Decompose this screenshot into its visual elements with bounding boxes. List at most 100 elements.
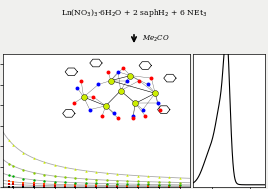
Point xyxy=(177,183,182,186)
Point xyxy=(105,182,109,185)
Point xyxy=(125,185,130,188)
Point xyxy=(116,70,120,73)
Point xyxy=(115,173,119,176)
Point xyxy=(32,182,36,185)
Point xyxy=(21,151,26,154)
Point xyxy=(109,79,113,82)
Point xyxy=(7,183,11,186)
Point xyxy=(42,173,46,176)
Point xyxy=(146,183,150,186)
Point xyxy=(125,185,130,188)
Point xyxy=(32,184,36,187)
Point xyxy=(11,175,15,178)
Point xyxy=(146,185,150,188)
Point xyxy=(73,168,78,171)
Point xyxy=(105,185,109,188)
Point xyxy=(115,179,119,182)
Point xyxy=(105,185,109,188)
Point xyxy=(153,92,157,95)
Point xyxy=(94,185,98,188)
Point xyxy=(137,79,141,82)
Point xyxy=(72,102,76,105)
Point xyxy=(63,176,67,179)
Point xyxy=(157,175,161,178)
Point xyxy=(21,181,26,184)
Point xyxy=(63,185,67,188)
Point xyxy=(105,172,109,175)
Point xyxy=(146,180,150,183)
Point xyxy=(79,79,83,82)
Point xyxy=(157,184,161,187)
Point xyxy=(21,185,26,188)
Point xyxy=(21,168,26,171)
Point xyxy=(125,79,129,82)
Point xyxy=(177,176,182,179)
Point xyxy=(32,178,36,181)
Point xyxy=(73,185,78,188)
Point xyxy=(73,184,78,187)
Text: Ln(NO$_3$)$_3$$\cdot$6H$_2$O + 2 saphH$_2$ + 6 NEt$_3$: Ln(NO$_3$)$_3$$\cdot$6H$_2$O + 2 saphH$_… xyxy=(61,7,207,19)
Point xyxy=(136,183,140,186)
Point xyxy=(11,185,15,188)
Point xyxy=(11,180,15,183)
Point xyxy=(7,185,11,188)
Point xyxy=(158,108,162,111)
Point xyxy=(136,174,140,177)
Point xyxy=(42,179,46,182)
Point xyxy=(167,181,171,184)
Point xyxy=(157,186,161,189)
Point xyxy=(115,184,119,187)
Point xyxy=(146,184,150,187)
Point xyxy=(131,117,135,120)
Point xyxy=(7,174,11,177)
Point xyxy=(42,184,46,187)
Point xyxy=(141,108,145,111)
Point xyxy=(63,181,67,184)
Point xyxy=(53,184,57,187)
Point xyxy=(73,183,78,186)
Point xyxy=(177,184,182,187)
Point xyxy=(167,186,171,189)
Point xyxy=(115,185,119,188)
Point xyxy=(7,162,11,165)
Point xyxy=(75,87,80,90)
Point xyxy=(136,185,140,188)
Point xyxy=(63,183,67,186)
Point xyxy=(167,183,171,186)
Point xyxy=(84,169,88,172)
Point xyxy=(131,114,135,117)
Point xyxy=(105,184,109,187)
Point xyxy=(104,104,108,107)
Point xyxy=(146,83,150,86)
Point xyxy=(157,185,161,188)
Point xyxy=(177,181,182,184)
Point xyxy=(42,185,46,188)
Point xyxy=(100,114,104,117)
Point xyxy=(32,157,36,160)
Point xyxy=(136,180,140,183)
Point xyxy=(157,183,161,186)
Point xyxy=(94,178,98,181)
Point xyxy=(84,185,88,188)
Point xyxy=(167,185,171,188)
Point xyxy=(84,182,88,185)
Point xyxy=(146,185,150,188)
Point xyxy=(146,175,150,178)
Point xyxy=(167,176,171,179)
Point xyxy=(42,161,46,164)
Point xyxy=(32,185,36,188)
Point xyxy=(91,95,96,98)
Point xyxy=(125,184,130,187)
Point xyxy=(149,77,154,80)
Point xyxy=(125,180,130,183)
Point xyxy=(53,180,57,183)
Point xyxy=(94,171,98,174)
Point xyxy=(155,102,160,105)
Point xyxy=(21,184,26,187)
Point xyxy=(7,180,11,183)
Point xyxy=(73,181,78,184)
Text: Me$_2$CO: Me$_2$CO xyxy=(142,34,170,44)
Point xyxy=(94,185,98,188)
Point xyxy=(112,112,117,115)
Point xyxy=(133,102,137,105)
